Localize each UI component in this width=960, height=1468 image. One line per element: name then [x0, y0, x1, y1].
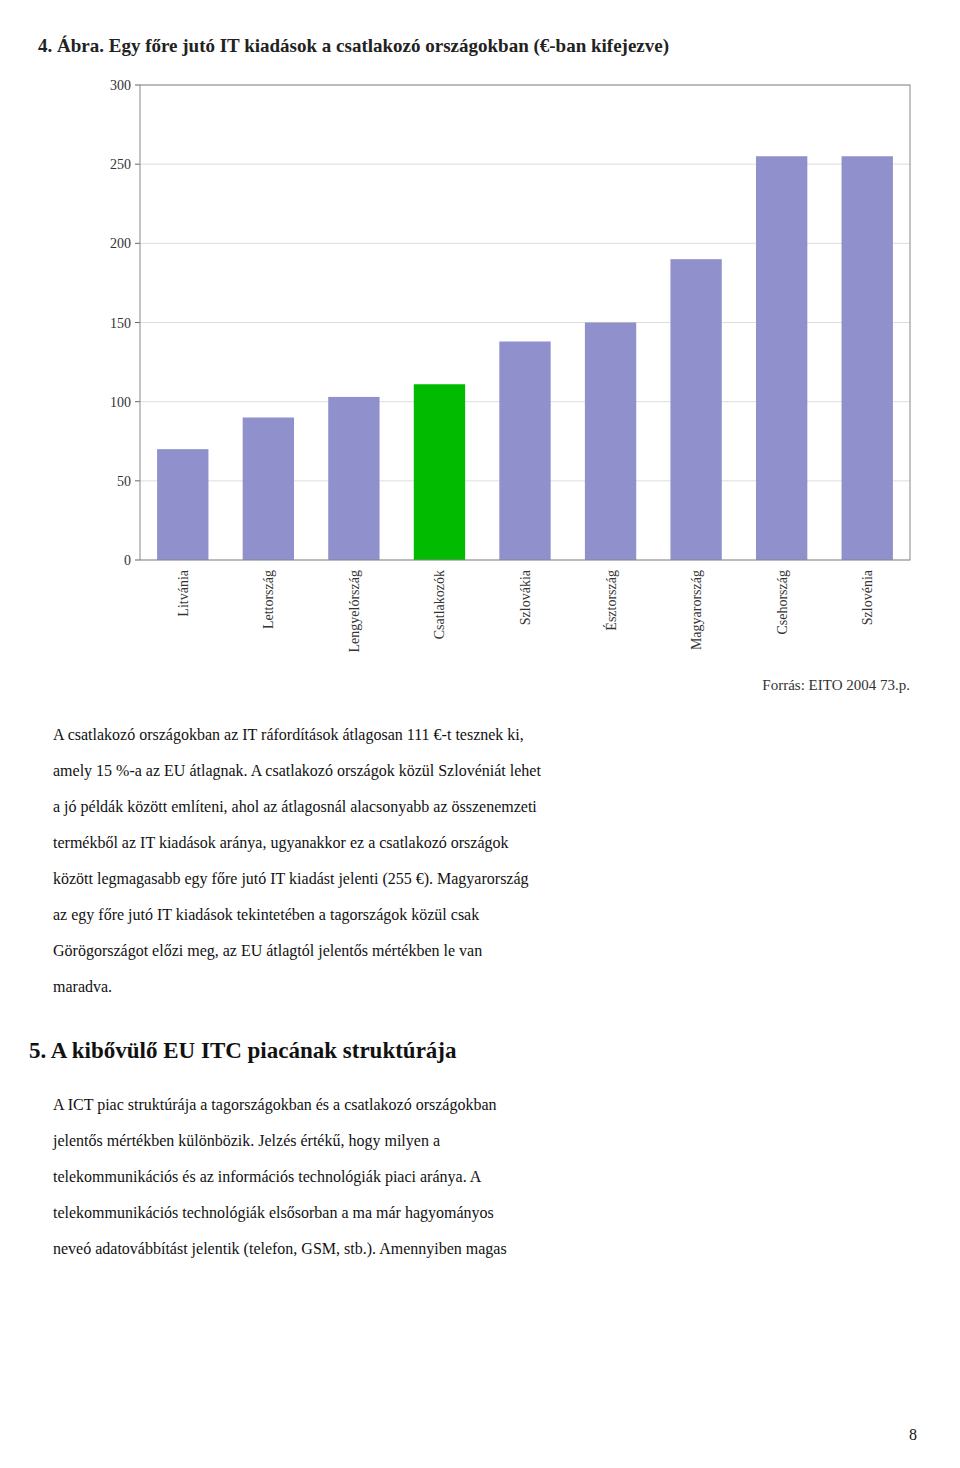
- paragraph-line: A csatlakozó országokban az IT ráfordítá…: [53, 726, 524, 744]
- bar: [756, 156, 807, 560]
- bar: [157, 449, 208, 560]
- x-tick-label: Lettország: [261, 570, 276, 629]
- bar: [585, 323, 636, 561]
- y-tick-label: 50: [117, 474, 131, 489]
- paragraph-line: telekommunikációs technológiák elsősorba…: [53, 1204, 494, 1222]
- y-tick-label: 150: [110, 316, 131, 331]
- paragraph-line: termékből az IT kiadások aránya, ugyanak…: [53, 834, 509, 852]
- y-tick-label: 100: [110, 395, 131, 410]
- y-tick-label: 250: [110, 157, 131, 172]
- paragraph-line: között legmagasabb egy főre jutó IT kiad…: [53, 870, 529, 888]
- source-note: Forrás: EITO 2004 73.p.: [762, 677, 910, 693]
- y-tick: [135, 480, 140, 481]
- background: [0, 0, 960, 1468]
- y-tick-label: 200: [110, 236, 131, 251]
- x-tick-label: Csehország: [775, 570, 790, 635]
- plot-frame: [140, 85, 910, 560]
- paragraph-line: telekommunikációs és az információs tech…: [53, 1168, 482, 1186]
- paragraph-line: A ICT piac struktúrája a tagországokban …: [53, 1096, 497, 1114]
- paragraph-line: Görögországot előzi meg, az EU átlagtól …: [53, 942, 482, 960]
- bar: [328, 397, 379, 560]
- y-tick: [135, 401, 140, 402]
- x-tick-label: Szlovénia: [860, 569, 875, 625]
- grid: [140, 85, 910, 560]
- y-tick: [135, 164, 140, 165]
- y-tick-label: 0: [124, 553, 131, 568]
- y-tick-label: 300: [110, 78, 131, 93]
- title: 4. Ábra. Egy főre jutó IT kiadások a csa…: [38, 35, 669, 57]
- bar: [243, 418, 294, 561]
- bar: [499, 342, 550, 561]
- paragraph-line: az egy főre jutó IT kiadások tekintetébe…: [53, 906, 479, 924]
- page-number: 8: [909, 1426, 917, 1443]
- x-tick-label: Litvánia: [176, 569, 191, 616]
- paragraph-line: a jó példák között említeni, ahol az átl…: [53, 798, 537, 816]
- bar: [414, 384, 465, 560]
- y-tick: [135, 560, 140, 561]
- bar: [670, 259, 721, 560]
- paragraph-line: amely 15 %-a az EU átlagnak. A csatlakoz…: [53, 762, 541, 780]
- paragraph-line: neveó adatovábbítást jelentik (telefon, …: [53, 1240, 507, 1258]
- bars: [157, 156, 893, 560]
- y-tick: [135, 322, 140, 323]
- bar: [842, 156, 893, 560]
- x-tick-label: Szlovákia: [518, 569, 533, 625]
- x-tick-label: Észtország: [603, 570, 619, 631]
- paragraph-line: jelentős mértékben különbözik. Jelzés ér…: [52, 1132, 440, 1150]
- y-tick: [135, 243, 140, 244]
- x-tick-label: Lengyelórszág: [347, 570, 362, 652]
- x-tick-label: Csatlakozók: [432, 570, 447, 639]
- y-tick: [135, 85, 140, 86]
- section-title: 5. A kibővülő EU ITC piacának struktúráj…: [29, 1038, 457, 1063]
- page: 4. Ábra. Egy főre jutó IT kiadások a csa…: [0, 0, 960, 1468]
- x-tick-label: Magyarország: [689, 570, 704, 650]
- paragraph-line: maradva.: [53, 978, 112, 995]
